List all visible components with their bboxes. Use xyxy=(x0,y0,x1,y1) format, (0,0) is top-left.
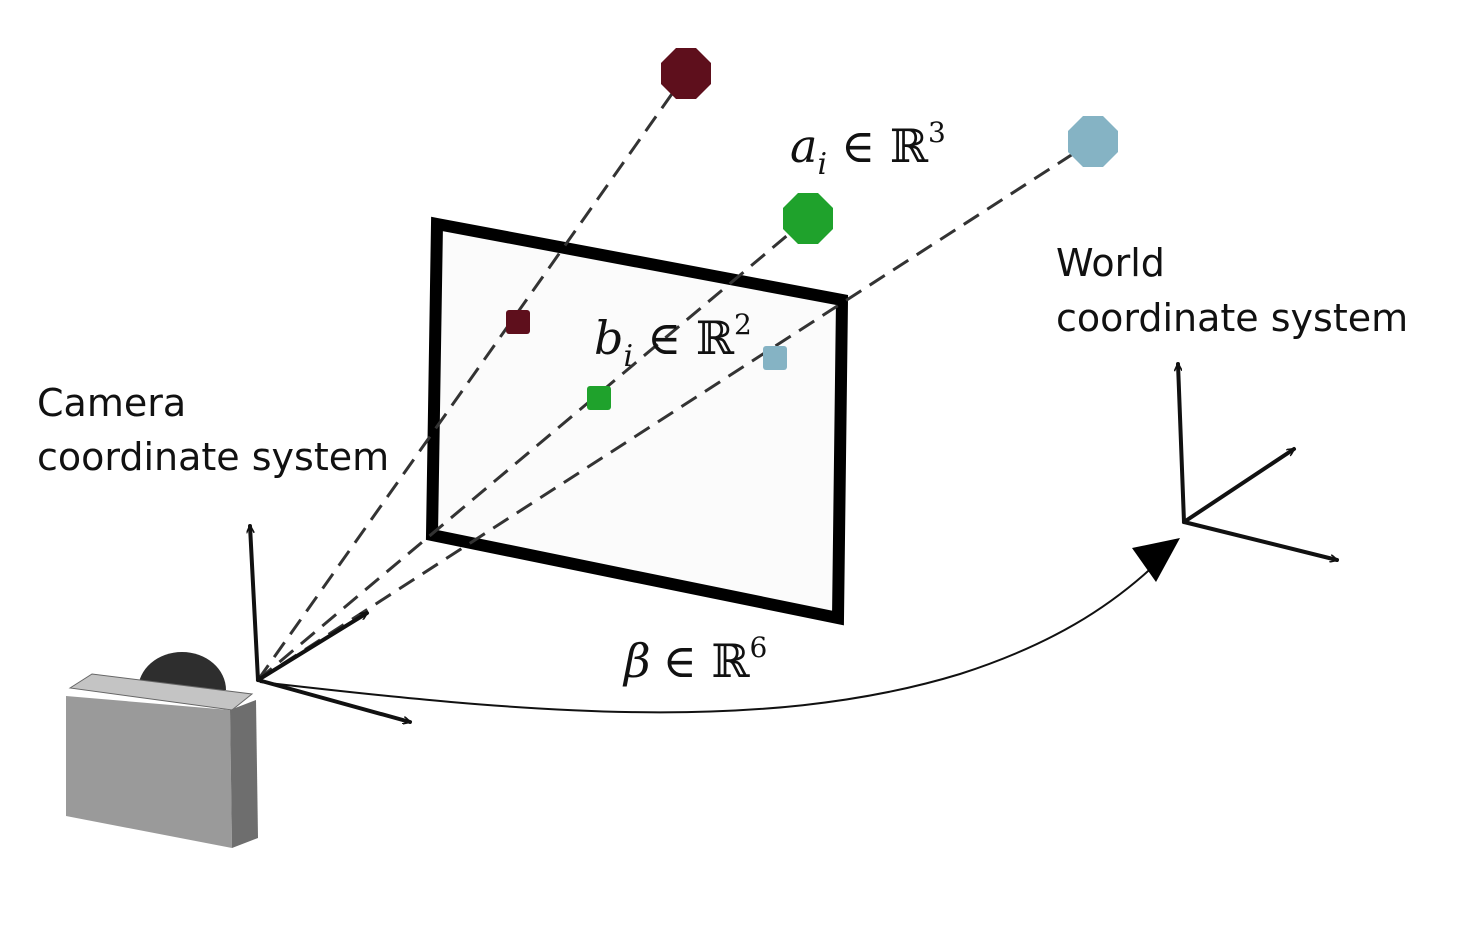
camera-body-front xyxy=(66,696,232,848)
camera-axis-right xyxy=(256,678,412,722)
world-axis-up xyxy=(1178,362,1186,524)
ray-light-blue xyxy=(257,139,1094,682)
point-3d-dark-red xyxy=(661,48,711,99)
label-beta: β ∈ ℝ6 xyxy=(622,631,767,688)
label-a-i: ai ∈ ℝ3 xyxy=(790,116,946,182)
transformation-arrowhead xyxy=(1132,538,1180,582)
projection-rays xyxy=(256,73,1094,682)
camera-icon xyxy=(66,652,258,848)
camera-lens xyxy=(138,652,226,690)
world-axis-right xyxy=(1182,520,1339,560)
label-b-i: bi ∈ ℝ2 xyxy=(594,308,752,374)
camera-label: Camera coordinate system xyxy=(37,381,389,479)
ray-green xyxy=(257,216,809,682)
camera-body-side xyxy=(230,700,258,848)
world-axis-depth xyxy=(1182,447,1294,524)
point-2d-dark-red xyxy=(506,310,530,334)
point-3d-light-blue xyxy=(1068,116,1118,167)
point-3d-green xyxy=(783,193,833,244)
world-axes xyxy=(1178,362,1339,560)
transformation-curve xyxy=(259,559,1161,714)
camera-axis-depth xyxy=(256,611,367,682)
point-2d-green xyxy=(587,386,611,410)
image-plane xyxy=(425,216,849,626)
camera-body-top xyxy=(68,673,254,711)
point-2d-light-blue xyxy=(763,346,787,370)
camera-axis-up xyxy=(250,524,260,682)
camera-axes xyxy=(250,524,412,722)
ray-dark-red xyxy=(256,73,688,681)
world-label: World coordinate system xyxy=(1056,241,1408,340)
